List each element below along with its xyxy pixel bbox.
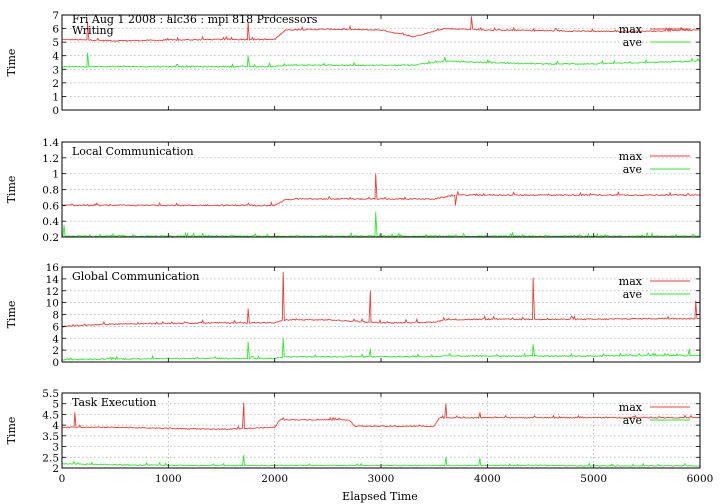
y-tick-label: 0.8 (42, 185, 59, 197)
legend-label-max: max (619, 401, 643, 414)
y-tick-label: 3.5 (42, 431, 59, 443)
y-axis-title: Time (5, 301, 18, 329)
y-tick-label: 16 (46, 262, 60, 274)
y-tick-label: 1.4 (42, 137, 59, 149)
x-tick-label: 1000 (155, 473, 182, 485)
y-tick-label: 2 (52, 78, 59, 90)
y-tick-label: 5 (52, 399, 59, 411)
legend-label-ave: ave (623, 288, 642, 301)
series-line-max (61, 402, 701, 431)
y-tick-label: 0.2 (42, 232, 59, 244)
y-tick-label: 6 (52, 24, 59, 36)
x-tick-label: 3000 (368, 473, 395, 485)
y-tick-label: 1 (52, 91, 59, 103)
y-axis-title: Time (5, 49, 18, 77)
y-tick-label: 6 (52, 321, 59, 333)
series-line-ave (61, 52, 700, 68)
y-tick-label: 8 (52, 310, 59, 322)
y-tick-label: 10 (46, 298, 59, 310)
legend-label-max: max (619, 23, 643, 36)
y-tick-label: 5 (52, 37, 59, 49)
panel-title: Task Execution (72, 396, 156, 409)
y-tick-label: 12 (46, 286, 59, 298)
series-line-max (61, 173, 701, 207)
y-tick-label: 1 (52, 169, 59, 181)
y-tick-label: 4 (52, 420, 59, 432)
x-tick-label: 5000 (580, 473, 607, 485)
legend-label-ave: ave (623, 36, 642, 49)
y-tick-label: 5.5 (42, 388, 59, 400)
y-tick-label: 1.2 (42, 153, 59, 165)
y-tick-label: 0.6 (42, 200, 59, 212)
panel-title: Local Communication (72, 145, 194, 158)
panel-title: Writing (72, 24, 114, 37)
x-axis-title: Elapsed Time (342, 490, 418, 503)
panel-title: Global Communication (72, 270, 200, 283)
y-tick-label: 2 (52, 345, 59, 357)
legend-label-ave: ave (623, 163, 642, 176)
y-tick-label: 4 (52, 51, 59, 63)
y-tick-label: 2.5 (42, 452, 59, 464)
y-axis-title: Time (5, 417, 18, 445)
y-tick-label: 2 (52, 463, 59, 475)
y-tick-label: 0.4 (42, 216, 59, 228)
legend-label-max: max (619, 275, 643, 288)
figure-header: Fri Aug 1 2008 : alc36 : mpi 818 Process… (72, 13, 318, 26)
y-tick-label: 4.5 (42, 409, 59, 421)
x-tick-label: 4000 (474, 473, 501, 485)
series-line-ave (61, 338, 701, 361)
y-tick-label: 3 (52, 64, 59, 76)
x-tick-label: 6000 (687, 473, 714, 485)
series-line-max (62, 16, 701, 42)
x-tick-label: 2000 (261, 473, 288, 485)
legend-label-ave: ave (623, 414, 642, 427)
y-tick-label: 7 (52, 10, 59, 22)
y-tick-label: 4 (52, 333, 59, 345)
y-tick-label: 14 (46, 274, 60, 286)
y-tick-label: 0 (52, 357, 59, 369)
y-tick-label: 0 (52, 105, 59, 117)
legend-label-max: max (619, 150, 643, 163)
y-tick-label: 3 (52, 442, 59, 454)
series-line-max (62, 271, 701, 328)
y-axis-title: Time (5, 176, 18, 204)
x-tick-label: 0 (59, 473, 66, 485)
plot-frame (61, 14, 701, 111)
